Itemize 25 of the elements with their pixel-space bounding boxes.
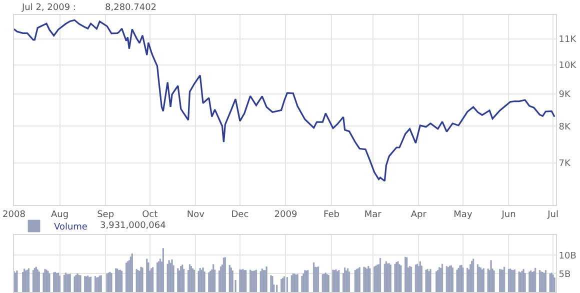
x-tick-label: Jul bbox=[546, 210, 558, 220]
text: 8,280.7402 bbox=[105, 3, 157, 13]
x-tick-label: May bbox=[454, 210, 473, 220]
x-tick-label: 2009 bbox=[274, 210, 298, 220]
x-tick-label: 2008 bbox=[2, 210, 26, 220]
y-tick-label: 7K bbox=[558, 158, 572, 169]
x-tick-label: Aug bbox=[50, 210, 69, 220]
x-tick-label: Dec bbox=[231, 210, 249, 220]
y-tick-label: 5B bbox=[558, 270, 571, 280]
y-tick-label: 10B bbox=[558, 251, 576, 262]
y-tick-label: 9K bbox=[558, 90, 572, 100]
line-series bbox=[14, 19, 556, 182]
text: Jul 2, 2009 : bbox=[21, 3, 76, 13]
x-tick-label: Nov bbox=[186, 210, 206, 220]
y-tick-label: 10K bbox=[558, 61, 578, 72]
x-tick-label: Feb bbox=[324, 210, 340, 220]
text: 3,931,000,064 bbox=[100, 221, 166, 231]
x-tick-label: Oct bbox=[142, 210, 158, 220]
y-tick-label: 11K bbox=[558, 35, 578, 45]
y-tick-label: 8K bbox=[558, 122, 572, 132]
x-tick-label: Jun bbox=[500, 210, 516, 220]
x-tick-label: Sep bbox=[97, 210, 114, 220]
x-tick-label: Apr bbox=[410, 210, 427, 220]
legend-label: Volume bbox=[54, 222, 88, 233]
x-tick-label: Mar bbox=[364, 210, 382, 220]
